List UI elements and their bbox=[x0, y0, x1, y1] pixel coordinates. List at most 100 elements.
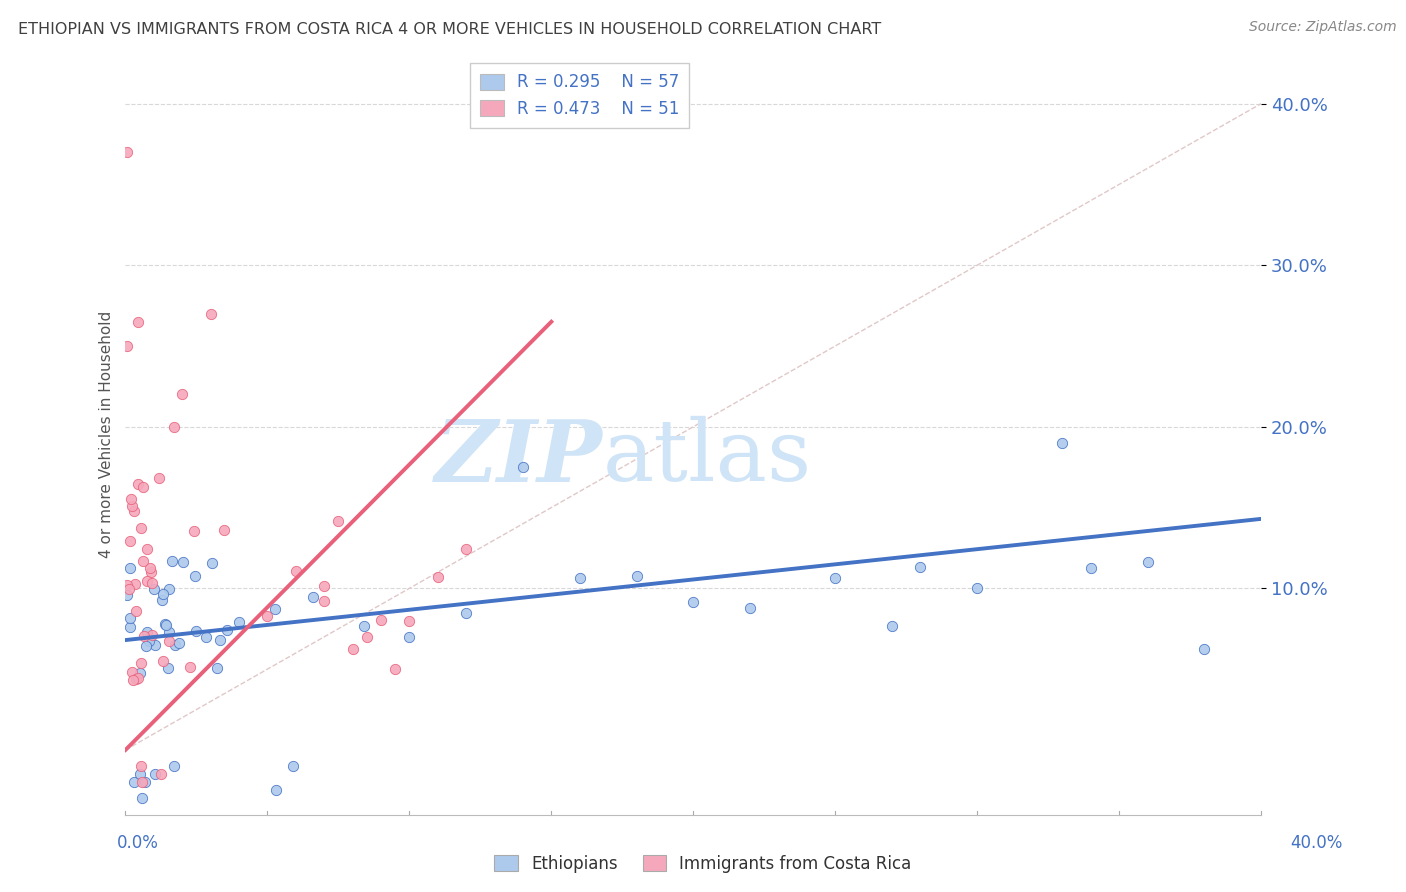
Point bbox=[157, 624, 180, 639]
Point bbox=[356, 630, 378, 644]
Point bbox=[281, 759, 304, 773]
Point bbox=[186, 624, 208, 638]
Point bbox=[115, 578, 138, 592]
Point bbox=[129, 759, 152, 773]
Point bbox=[153, 617, 176, 632]
Text: 0.0%: 0.0% bbox=[117, 834, 159, 852]
Point bbox=[880, 619, 903, 633]
Point bbox=[284, 564, 307, 578]
Point bbox=[682, 595, 704, 609]
Point bbox=[129, 666, 152, 681]
Point bbox=[125, 604, 148, 618]
Y-axis label: 4 or more Vehicles in Household: 4 or more Vehicles in Household bbox=[100, 311, 114, 558]
Point bbox=[208, 632, 231, 647]
Point bbox=[131, 775, 153, 789]
Point bbox=[156, 661, 179, 675]
Point bbox=[125, 672, 148, 686]
Text: 40.0%: 40.0% bbox=[1291, 834, 1343, 852]
Point bbox=[342, 641, 364, 656]
Point bbox=[132, 629, 155, 643]
Point bbox=[127, 671, 149, 685]
Point bbox=[127, 477, 149, 491]
Point bbox=[142, 582, 165, 597]
Point bbox=[160, 553, 183, 567]
Point bbox=[120, 561, 142, 575]
Point bbox=[152, 654, 174, 668]
Point bbox=[150, 593, 173, 607]
Point bbox=[165, 639, 187, 653]
Point bbox=[214, 524, 236, 538]
Point bbox=[120, 620, 142, 634]
Text: ZIP: ZIP bbox=[434, 416, 602, 500]
Point bbox=[194, 631, 217, 645]
Point bbox=[152, 586, 174, 600]
Point bbox=[117, 145, 139, 160]
Point bbox=[264, 601, 287, 615]
Point bbox=[170, 387, 193, 401]
Point bbox=[1136, 555, 1159, 569]
Point bbox=[456, 606, 478, 620]
Point bbox=[512, 460, 534, 475]
Point bbox=[132, 554, 155, 568]
Point bbox=[122, 673, 145, 687]
Point bbox=[314, 579, 336, 593]
Point bbox=[118, 533, 141, 548]
Point bbox=[129, 521, 152, 535]
Point bbox=[118, 582, 141, 596]
Point bbox=[141, 576, 163, 591]
Point bbox=[138, 633, 160, 648]
Point bbox=[314, 594, 336, 608]
Point bbox=[179, 660, 201, 674]
Point bbox=[135, 624, 157, 639]
Point bbox=[966, 581, 988, 595]
Point bbox=[120, 491, 142, 506]
Point bbox=[143, 639, 166, 653]
Point bbox=[328, 514, 350, 528]
Point bbox=[167, 636, 190, 650]
Point bbox=[131, 791, 153, 805]
Point bbox=[183, 568, 205, 582]
Point bbox=[135, 640, 157, 654]
Point bbox=[136, 574, 159, 589]
Point bbox=[145, 767, 167, 781]
Point bbox=[228, 615, 250, 630]
Point bbox=[121, 665, 143, 680]
Point bbox=[115, 588, 138, 602]
Point bbox=[183, 524, 205, 538]
Point bbox=[115, 339, 138, 353]
Point bbox=[370, 613, 392, 627]
Point bbox=[132, 480, 155, 494]
Point bbox=[148, 470, 170, 484]
Text: Source: ZipAtlas.com: Source: ZipAtlas.com bbox=[1249, 20, 1396, 34]
Point bbox=[135, 541, 157, 556]
Point bbox=[163, 419, 186, 434]
Point bbox=[217, 623, 239, 637]
Point bbox=[134, 775, 156, 789]
Legend: R = 0.295    N = 57, R = 0.473    N = 51: R = 0.295 N = 57, R = 0.473 N = 51 bbox=[470, 63, 689, 128]
Point bbox=[205, 660, 228, 674]
Point bbox=[1194, 642, 1216, 657]
Point bbox=[824, 570, 846, 584]
Point bbox=[118, 610, 141, 624]
Point bbox=[1052, 436, 1074, 450]
Point bbox=[124, 577, 146, 591]
Point bbox=[568, 571, 591, 585]
Point bbox=[128, 767, 150, 781]
Point bbox=[426, 570, 449, 584]
Point bbox=[384, 662, 406, 676]
Point bbox=[122, 504, 145, 518]
Point bbox=[149, 767, 172, 781]
Point bbox=[201, 556, 224, 570]
Point bbox=[127, 315, 149, 329]
Point bbox=[141, 628, 163, 642]
Point bbox=[456, 541, 478, 556]
Point bbox=[155, 618, 177, 632]
Point bbox=[157, 582, 180, 597]
Point bbox=[121, 499, 143, 513]
Point bbox=[626, 568, 648, 582]
Point bbox=[157, 634, 180, 648]
Point bbox=[1080, 561, 1102, 575]
Point bbox=[353, 619, 375, 633]
Point bbox=[172, 555, 194, 569]
Text: ETHIOPIAN VS IMMIGRANTS FROM COSTA RICA 4 OR MORE VEHICLES IN HOUSEHOLD CORRELAT: ETHIOPIAN VS IMMIGRANTS FROM COSTA RICA … bbox=[18, 22, 882, 37]
